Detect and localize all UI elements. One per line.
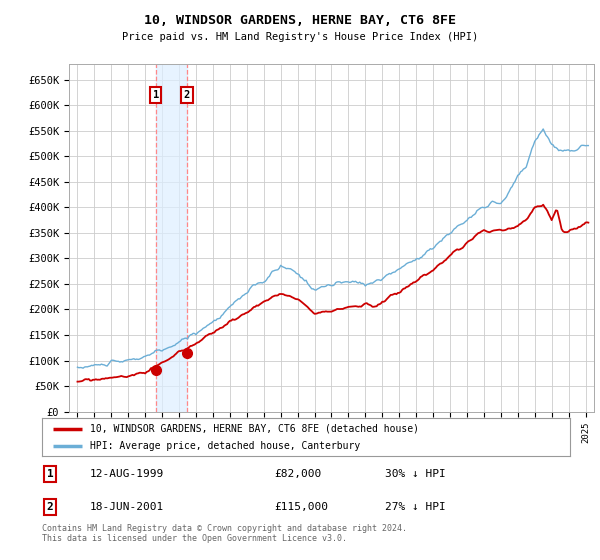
Text: 10, WINDSOR GARDENS, HERNE BAY, CT6 8FE: 10, WINDSOR GARDENS, HERNE BAY, CT6 8FE [144,14,456,27]
Text: 1: 1 [47,469,53,479]
Text: Contains HM Land Registry data © Crown copyright and database right 2024.
This d: Contains HM Land Registry data © Crown c… [42,524,407,543]
Bar [156,64,187,412]
Text: 12-AUG-1999: 12-AUG-1999 [89,469,164,479]
Text: 27% ↓ HPI: 27% ↓ HPI [385,502,446,512]
Text: £115,000: £115,000 [274,502,328,512]
Text: 1: 1 [152,90,159,100]
Text: 10, WINDSOR GARDENS, HERNE BAY, CT6 8FE (detached house): 10, WINDSOR GARDENS, HERNE BAY, CT6 8FE … [89,423,419,433]
Text: Price paid vs. HM Land Registry's House Price Index (HPI): Price paid vs. HM Land Registry's House … [122,32,478,42]
Text: 2: 2 [184,90,190,100]
Text: HPI: Average price, detached house, Canterbury: HPI: Average price, detached house, Cant… [89,441,360,451]
Text: 2: 2 [47,502,53,512]
Text: 18-JUN-2001: 18-JUN-2001 [89,502,164,512]
Text: 30% ↓ HPI: 30% ↓ HPI [385,469,446,479]
Text: £82,000: £82,000 [274,469,322,479]
